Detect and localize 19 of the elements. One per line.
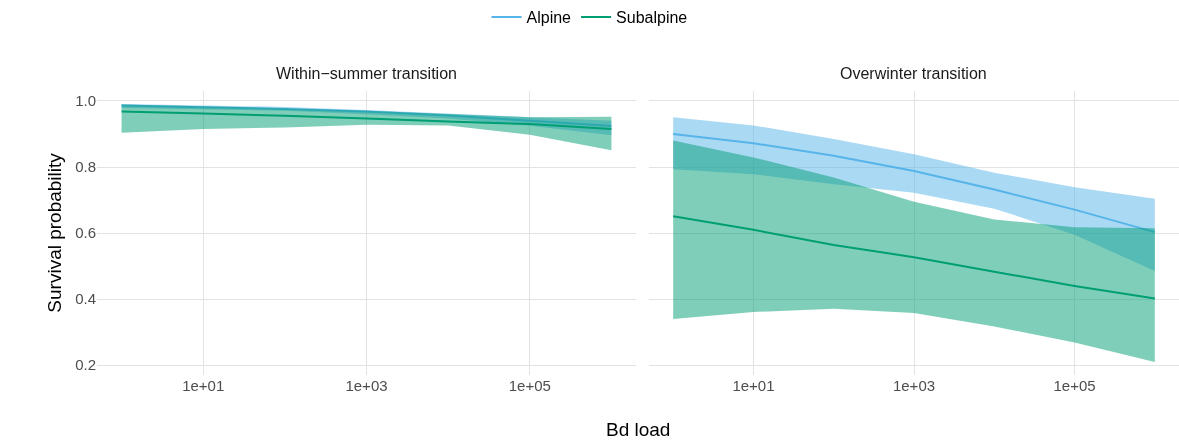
x-tick-label: 1e+03 <box>892 376 936 394</box>
chart-title: Overwinter transition <box>840 65 987 82</box>
x-tick-label: 1e+03 <box>345 376 388 394</box>
x-tick-label: 1e+05 <box>508 376 551 394</box>
chart-title: Within−summer transition <box>276 65 457 82</box>
y-tick-label: 0.6 <box>75 224 96 242</box>
y-tick-label: 1.0 <box>75 92 96 110</box>
x-tick-label: 1e+05 <box>1053 376 1096 394</box>
y-tick-label: 0.2 <box>75 356 96 374</box>
x-axis-title: Bd load <box>606 419 671 440</box>
y-axis-title: Survival probability <box>43 152 65 313</box>
legend-label: Alpine <box>526 9 572 27</box>
y-tick-label: 0.4 <box>75 290 96 308</box>
line-series <box>120 110 613 131</box>
x-tick-label: 1e+01 <box>732 376 775 394</box>
x-tick-label: 1e+01 <box>182 376 225 394</box>
legend-label: Subalpine <box>616 9 688 27</box>
line-series <box>120 104 613 128</box>
y-tick-label: 0.8 <box>75 158 96 176</box>
